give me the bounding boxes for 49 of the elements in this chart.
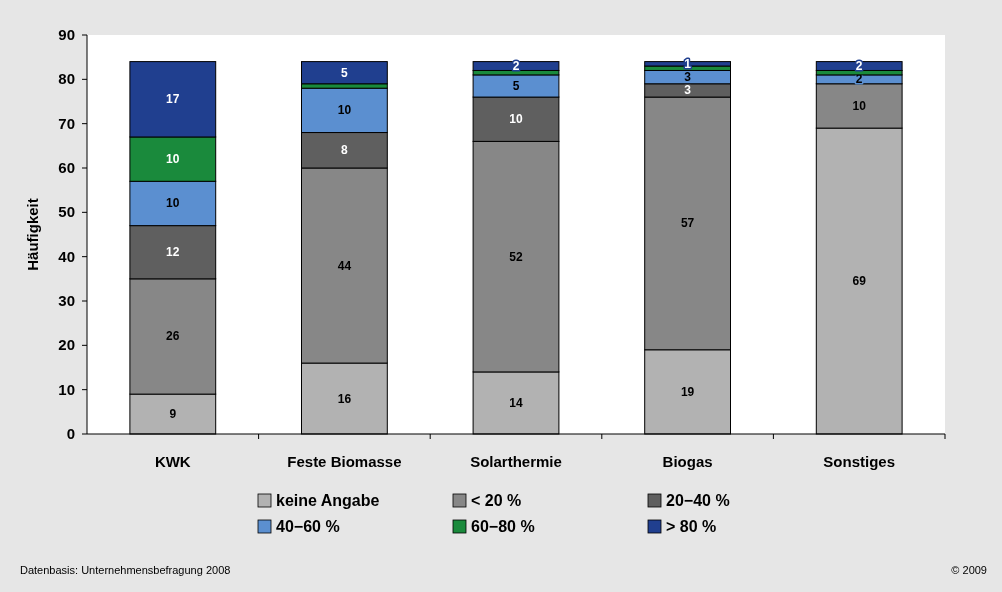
data-label: 5 xyxy=(341,65,349,80)
x-tick-label: Feste Biomasse xyxy=(287,453,402,470)
y-tick-label: 80 xyxy=(58,70,75,88)
data-label: 10 xyxy=(509,112,523,127)
data-label: 17 xyxy=(166,92,180,107)
data-label: 14 xyxy=(509,395,523,410)
y-tick-label: 50 xyxy=(58,203,75,221)
text: © 2009 xyxy=(951,564,987,576)
data-label: 8 xyxy=(341,143,349,158)
y-tick-label: 0 xyxy=(66,425,75,442)
data-label: 52 xyxy=(509,249,523,264)
data-label: 26 xyxy=(166,329,180,344)
data-label: 57 xyxy=(680,216,695,231)
legend-label: 40−60 % xyxy=(276,518,340,535)
x-tick-label: KWK xyxy=(154,453,191,470)
data-label: 10 xyxy=(166,152,180,167)
data-label: 2 xyxy=(512,59,520,74)
legend-label: < 20 % xyxy=(471,492,522,509)
text: Datenbasis: Unternehmensbefragung 2008 xyxy=(20,564,231,576)
x-tick-label: Solarthermie xyxy=(470,453,562,470)
y-tick-label: 40 xyxy=(58,247,75,265)
data-label: 44 xyxy=(337,258,352,273)
y-tick-label: 60 xyxy=(58,159,75,176)
y-axis-title: Häufigkeit xyxy=(24,198,41,271)
data-label: 10 xyxy=(852,98,867,113)
data-label: 69 xyxy=(852,274,867,289)
data-label: 12 xyxy=(166,245,180,260)
data-label: 10 xyxy=(166,196,180,211)
data-label: 10 xyxy=(337,103,352,118)
legend-label: keine Angabe xyxy=(276,492,380,509)
x-tick-label: Sonstiges xyxy=(823,453,896,470)
x-tick-label: Biogas xyxy=(662,453,713,470)
data-label: 3 xyxy=(684,70,692,85)
bar xyxy=(301,61,388,85)
data-label: 2 xyxy=(855,59,863,74)
legend-label: 20−40 % xyxy=(666,492,730,509)
data-label: 16 xyxy=(337,391,352,406)
legend-label: > 80 % xyxy=(666,518,717,535)
legend-label: 60−80 % xyxy=(471,518,535,535)
y-tick-label: 30 xyxy=(58,292,75,309)
data-label: 19 xyxy=(680,384,695,399)
y-tick-label: 90 xyxy=(58,26,75,43)
y-tick-label: 70 xyxy=(58,114,75,132)
bar xyxy=(644,61,731,67)
data-label: 3 xyxy=(684,83,692,98)
data-label: 5 xyxy=(512,78,520,93)
y-tick-label: 20 xyxy=(58,336,75,354)
data-label: 9 xyxy=(169,407,177,422)
y-tick-label: 10 xyxy=(58,380,75,398)
